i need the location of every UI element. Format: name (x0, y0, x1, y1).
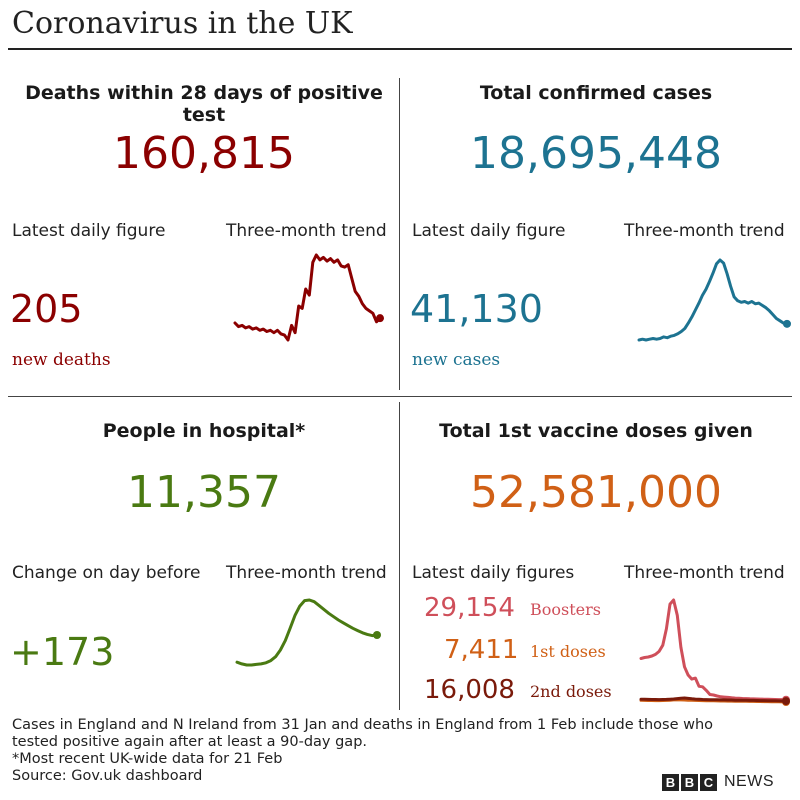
deaths-title: Deaths within 28 days of positive test (25, 82, 383, 126)
2nd-doses-line (639, 696, 788, 703)
hospital-latest-value: +173 (10, 630, 115, 674)
hospital-title: People in hospital* (102, 420, 306, 442)
vaccines-title: Total 1st vaccine doses given (439, 420, 753, 442)
boosters-label: Boosters (530, 600, 601, 619)
cases-latest-unit: new cases (412, 350, 501, 370)
first-doses-label: 1st doses (530, 642, 606, 661)
vaccines-total: 52,581,000 (470, 467, 722, 518)
logo-letter: B (681, 773, 698, 791)
latest-point (782, 697, 790, 706)
vertical-divider-bottom (399, 402, 400, 710)
logo-letter: B (662, 773, 679, 791)
cases-title: Total confirmed cases (479, 82, 713, 104)
cases-total: 18,695,448 (470, 128, 722, 179)
vaccines-trend-chart (639, 598, 790, 706)
hospital-latest-label: Change on day before (12, 563, 201, 583)
deaths-trend-chart (233, 253, 384, 342)
footnotes: Cases in England and N Ireland from 31 J… (12, 717, 792, 785)
deaths-trend-line (233, 253, 382, 342)
latest-point (373, 631, 381, 639)
deaths-latest-unit: new deaths (12, 350, 111, 370)
source-line: Source: Gov.uk dashboard (12, 768, 203, 784)
second-doses-value: 16,008 (424, 675, 515, 705)
hospital-trend-label: Three-month trend (226, 563, 387, 583)
cases-trend-chart (637, 258, 791, 342)
logo-word: NEWS (724, 773, 774, 790)
page-title: Coronavirus in the UK (12, 6, 353, 41)
second-doses-label: 2nd doses (530, 682, 612, 701)
cases-latest-value: 41,130 (410, 287, 543, 331)
latest-point (783, 319, 791, 328)
vaccines-latest-label: Latest daily figures (412, 563, 575, 583)
cases-trend-label: Three-month trend (624, 221, 785, 241)
hospital-trend-chart (235, 598, 381, 667)
deaths-latest-value: 205 (10, 287, 83, 331)
boosters-line (639, 598, 788, 702)
deaths-trend-label: Three-month trend (226, 221, 387, 241)
cases-latest-label: Latest daily figure (412, 221, 566, 241)
deaths-latest-label: Latest daily figure (12, 221, 166, 241)
hospital-trend-line (235, 598, 379, 667)
deaths-total: 160,815 (113, 128, 295, 179)
horizontal-divider (8, 396, 792, 397)
logo-letter: C (700, 773, 717, 791)
footnote-line: tested positive again after at least a 9… (12, 734, 368, 750)
cases-trend-line (637, 258, 789, 342)
boosters-value: 29,154 (424, 593, 515, 623)
latest-point (376, 314, 384, 323)
footnote-line: Cases in England and N Ireland from 31 J… (12, 717, 714, 733)
vertical-divider-top (399, 78, 400, 390)
first-doses-value: 7,411 (444, 635, 519, 665)
footnote-line: *Most recent UK-wide data for 21 Feb (12, 751, 283, 767)
title-rule (8, 48, 792, 50)
bbc-news-logo: B B C NEWS (662, 772, 774, 792)
hospital-total: 11,357 (127, 467, 281, 518)
vaccines-trend-label: Three-month trend (624, 563, 785, 583)
